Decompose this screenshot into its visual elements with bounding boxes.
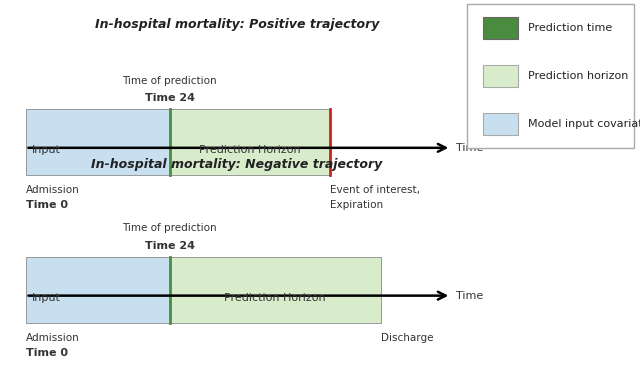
Bar [170,109,330,175]
Text: Time of prediction: Time of prediction [122,75,217,86]
Text: Prediction time: Prediction time [528,23,612,33]
Text: Prediction Horizon: Prediction Horizon [199,145,300,155]
Bar [483,17,518,39]
Text: Model input covariates: Model input covariates [528,119,640,129]
Text: Time: Time [456,291,483,301]
Text: Time of prediction: Time of prediction [122,223,217,233]
Text: In-hospital mortality: Negative trajectory: In-hospital mortality: Negative trajecto… [91,158,383,171]
Text: Time 0: Time 0 [26,348,68,358]
Bar [467,4,634,148]
Bar [483,113,518,135]
Text: Discharge: Discharge [381,333,433,343]
Text: Input: Input [32,293,61,303]
Text: Input: Input [32,145,61,155]
Text: Prediction Horizon: Prediction Horizon [225,293,326,303]
Text: Event of interest,: Event of interest, [330,185,420,195]
Bar [26,109,170,175]
Text: Time: Time [456,143,483,153]
Text: Time 24: Time 24 [145,93,195,103]
Bar [26,257,170,323]
Bar [170,257,381,323]
Text: Time 0: Time 0 [26,200,68,210]
Bar [483,65,518,87]
Text: Prediction horizon: Prediction horizon [528,71,628,81]
Text: Admission: Admission [26,333,79,343]
Text: In-hospital mortality: Positive trajectory: In-hospital mortality: Positive trajecto… [95,18,379,31]
Text: Expiration: Expiration [330,200,383,210]
Text: Admission: Admission [26,185,79,195]
Text: Time 24: Time 24 [145,241,195,251]
